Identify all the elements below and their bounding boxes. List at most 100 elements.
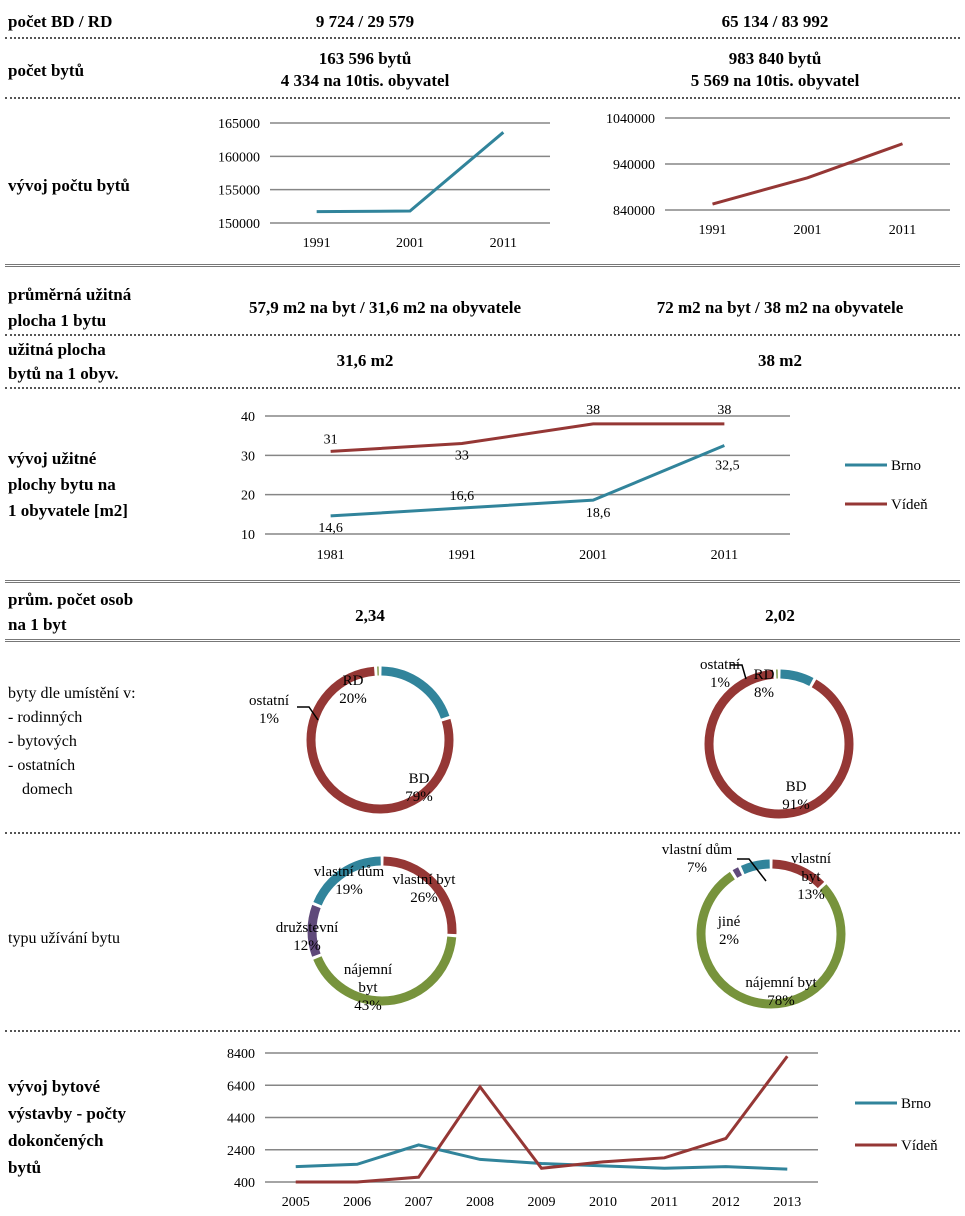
slice-separator xyxy=(818,882,826,890)
y-tick-label: 940000 xyxy=(613,158,655,173)
slice-label: vlastní dům xyxy=(662,842,733,858)
row-label-vyvoj-uzitne-2: plochy bytu na xyxy=(8,475,116,494)
slice-separator xyxy=(312,954,322,960)
slice-bd xyxy=(306,666,454,814)
viden-pocet-bd: 65 134 / 83 992 xyxy=(721,12,829,31)
viden-uzivani-chart: vlastní byt 13% nájemní byt 78% jiné 2% vlastní… xyxy=(662,842,847,1010)
slice-label: BD xyxy=(786,779,807,795)
y-tick-label: 150000 xyxy=(218,217,260,232)
slice-label: 1% xyxy=(710,675,730,691)
data-label: 14,6 xyxy=(318,521,343,536)
plocha-chart: 10 20 30 40 1981 1991 2001 2011 14,6 16,6 18,6 32,5… xyxy=(241,403,928,563)
slice-label: vlastní dům xyxy=(314,864,385,880)
slice-separator xyxy=(441,716,451,722)
row-label-vystavba-2: výstavby - počty xyxy=(8,1104,127,1123)
slice-label: vlastní xyxy=(791,851,831,867)
viden-pocet-bytu: 983 840 bytů xyxy=(728,49,822,68)
brno-umisteni-chart: RD 20% BD 79% ostatní 1% xyxy=(249,665,455,815)
brno-pocet-na-10tis: 4 334 na 10tis. obyvatel xyxy=(280,71,450,90)
slice-vlastní-byt xyxy=(307,856,457,1006)
brno-uzivani-chart: vlastní byt 26% nájemní byt 43% družstevní 12%… xyxy=(276,855,458,1014)
x-tick-label: 1981 xyxy=(317,548,345,563)
slice-nájemní-byt xyxy=(696,859,846,1009)
series-line-vídeň xyxy=(295,1055,789,1184)
brno-byty-chart: 150000 155000 160000 165000 1991 2001 2011 xyxy=(218,117,550,251)
x-tick-label: 2011 xyxy=(490,236,517,251)
slice-label: vlastní byt xyxy=(393,872,457,888)
slice-label: 79% xyxy=(405,789,433,805)
brno-pocet-bytu: 163 596 bytů xyxy=(318,49,412,68)
slice-label: 91% xyxy=(782,797,810,813)
slice-label: 2% xyxy=(719,932,739,948)
row-label-prum-osob-2: na 1 byt xyxy=(8,615,67,634)
x-tick-label: 2011 xyxy=(889,223,916,238)
slice-label: RD xyxy=(343,673,364,689)
row-label-umisteni-4: - ostatních xyxy=(8,757,76,774)
slice-separator xyxy=(809,678,816,688)
row-label-uzitna-plocha-1: užitná plocha xyxy=(8,340,106,359)
row-label-pocet-bytu: počet bytů xyxy=(8,61,85,80)
y-tick-label: 160000 xyxy=(218,150,260,165)
row-label-prumerna-plocha-2: plocha 1 bytu xyxy=(8,311,107,330)
legend-label: Brno xyxy=(901,1096,931,1112)
slice-label: BD xyxy=(409,771,430,787)
series-line-brno xyxy=(295,1143,788,1171)
slice-label: ostatní xyxy=(700,657,740,673)
viden-umisteni-chart: RD 8% BD 91% ostatní 1% xyxy=(700,657,855,820)
leader-line xyxy=(730,664,747,680)
slice-label: 43% xyxy=(354,998,382,1014)
row-label-vyvoj-uzitne-3: 1 obyvatele [m2] xyxy=(8,501,128,520)
y-tick-label: 10 xyxy=(241,528,255,543)
row-label-vystavba-4: bytů xyxy=(8,1158,42,1177)
slice-družstevní xyxy=(307,856,457,1006)
data-label: 16,6 xyxy=(450,489,475,504)
x-tick-label: 2009 xyxy=(528,1195,556,1210)
x-tick-label: 2012 xyxy=(712,1195,740,1210)
data-label: 38 xyxy=(586,403,600,418)
viden-pocet-na-10tis: 5 569 na 10tis. obyvatel xyxy=(690,71,860,90)
y-tick-label: 8400 xyxy=(227,1047,255,1062)
slice-label: 1% xyxy=(259,711,279,727)
viden-prumerna-plocha: 72 m2 na byt / 38 m2 na obyvatele xyxy=(656,298,904,317)
series-line-s0 xyxy=(316,131,505,214)
slice-label: jiné xyxy=(717,914,741,930)
brno-uzitna-plocha: 31,6 m2 xyxy=(336,351,394,370)
slice-label: ostatní xyxy=(249,693,289,709)
row-label-vystavba-1: vývoj bytové xyxy=(8,1077,101,1096)
slice-label: 8% xyxy=(754,685,774,701)
slice-separator xyxy=(730,870,737,880)
row-label-umisteni-1: byty dle umístění v: xyxy=(8,685,136,702)
data-label: 32,5 xyxy=(715,459,740,474)
y-tick-label: 155000 xyxy=(218,184,260,199)
data-label: 38 xyxy=(717,403,731,418)
slice-separator xyxy=(374,666,377,676)
slice-label: 7% xyxy=(687,860,707,876)
row-label-prumerna-plocha-1: průměrná užitná xyxy=(8,285,132,304)
leader-line xyxy=(297,706,319,721)
brno-prumerna-plocha: 57,9 m2 na byt / 31,6 m2 na obyvatele xyxy=(249,298,521,317)
row-label-pocet-bd: počet BD / RD xyxy=(8,12,113,31)
brno-pocet-bd: 9 724 / 29 579 xyxy=(315,12,415,31)
viden-uzitna-plocha: 38 m2 xyxy=(758,351,802,370)
row-label-vyvoj-uzitne-1: vývoj užitné xyxy=(8,449,97,468)
slice-label: 78% xyxy=(767,993,795,1009)
series-line-brno xyxy=(330,444,725,518)
x-tick-label: 2005 xyxy=(282,1195,310,1210)
x-tick-label: 2001 xyxy=(579,548,607,563)
slice-nájemní-byt xyxy=(307,856,457,1006)
slice-separator xyxy=(447,934,457,937)
slice-label: byt xyxy=(358,980,378,996)
x-tick-label: 2006 xyxy=(343,1195,371,1210)
row-label-umisteni-2: - rodinných xyxy=(8,709,83,726)
row-label-umisteni-3: - bytových xyxy=(8,733,77,750)
x-tick-label: 2001 xyxy=(794,223,822,238)
legend-label: Brno xyxy=(891,458,921,474)
y-tick-label: 1040000 xyxy=(606,112,655,127)
data-label: 33 xyxy=(455,449,469,464)
x-tick-label: 1991 xyxy=(699,223,727,238)
legend-label: Vídeň xyxy=(901,1138,938,1154)
x-tick-label: 2011 xyxy=(711,548,738,563)
x-tick-label: 2008 xyxy=(466,1195,494,1210)
row-label-uzitna-plocha-2: bytů na 1 obyv. xyxy=(8,364,119,383)
slice-separator xyxy=(773,669,776,679)
